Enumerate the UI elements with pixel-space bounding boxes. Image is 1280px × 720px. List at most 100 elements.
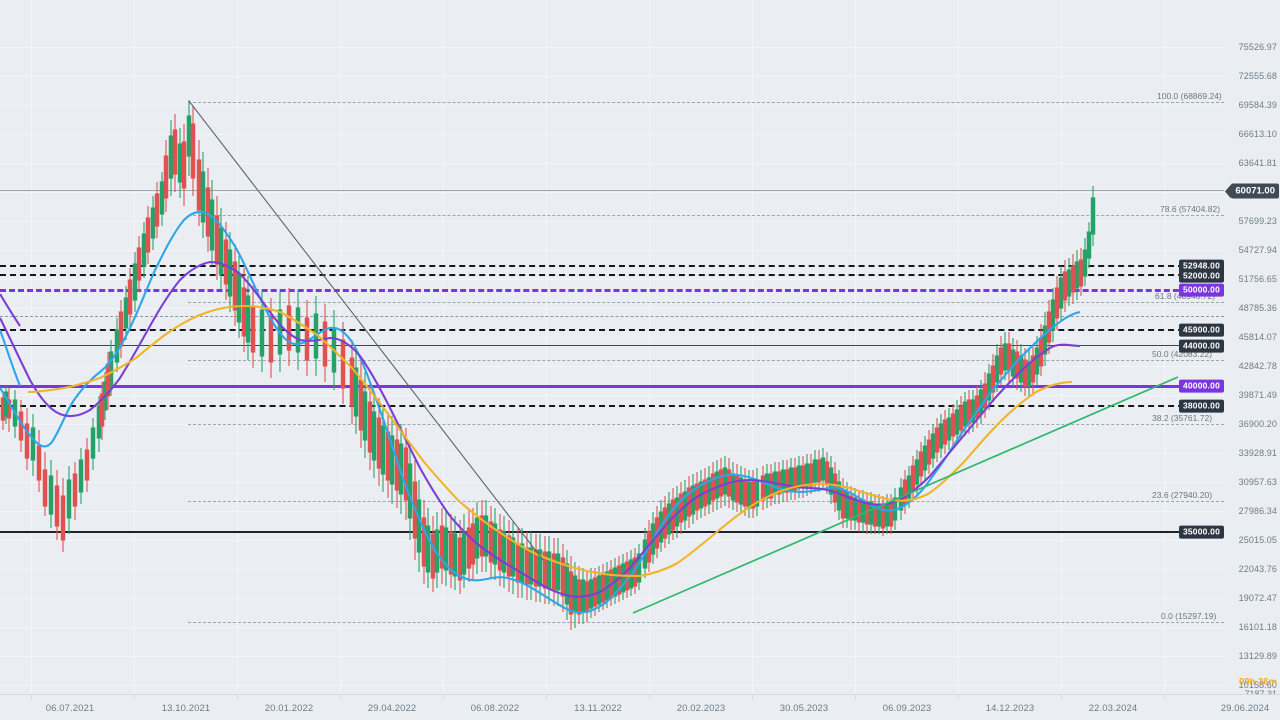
price-axis[interactable]: 75526.97 72555.68 69584.39 66613.10 6364… bbox=[1224, 0, 1280, 694]
gridline-h bbox=[0, 685, 1224, 686]
time-tick: 06.07.2021 bbox=[45, 703, 95, 714]
chart-plot-area[interactable]: 100.0 (68869.24) 78.6 (57404.82) 61.8 (4… bbox=[0, 0, 1224, 694]
gridline-h bbox=[0, 337, 1224, 338]
fib-level-label-500: 50.0 (42083.22) bbox=[1152, 349, 1213, 359]
gridline-v bbox=[340, 0, 341, 694]
price-tick: 57699.23 bbox=[1238, 216, 1277, 226]
gridline-h bbox=[0, 221, 1224, 222]
price-level-line-47000[interactable] bbox=[0, 316, 1224, 317]
price-tick: 36900.20 bbox=[1238, 419, 1277, 429]
gridline-h bbox=[0, 47, 1224, 48]
price-tick: 27986.34 bbox=[1238, 506, 1277, 516]
time-tick-mark bbox=[443, 695, 444, 699]
price-tag-44000[interactable]: 44000.00 bbox=[1178, 339, 1224, 353]
time-tick-mark bbox=[649, 695, 650, 699]
time-tick-mark bbox=[1061, 695, 1062, 699]
price-level-line-44000[interactable] bbox=[0, 345, 1224, 346]
fib-level-line-382[interactable] bbox=[188, 424, 1224, 425]
chart-series-layer bbox=[0, 100, 1179, 630]
gridline-v bbox=[134, 0, 135, 694]
price-level-line-current bbox=[0, 190, 1224, 191]
price-level-line-52948[interactable] bbox=[0, 265, 1224, 267]
gridline-v bbox=[237, 0, 238, 694]
candlestick-series bbox=[0, 100, 1096, 630]
time-tick: 06.09.2023 bbox=[882, 703, 932, 714]
ma-fast-line bbox=[0, 210, 1081, 614]
time-tick-mark bbox=[1164, 695, 1165, 699]
price-level-line-38000[interactable] bbox=[0, 405, 1224, 407]
gridline-h bbox=[0, 250, 1224, 251]
fib-level-label-786: 78.6 (57404.82) bbox=[1160, 204, 1221, 214]
price-tick: 22043.76 bbox=[1238, 564, 1277, 574]
gridline-h bbox=[0, 279, 1224, 280]
price-tag-52948[interactable]: 52948.00 bbox=[1178, 259, 1224, 273]
time-tick-mark bbox=[958, 695, 959, 699]
price-tick: 30957.63 bbox=[1238, 477, 1277, 487]
time-tick-mark bbox=[855, 695, 856, 699]
trendline-down bbox=[188, 100, 544, 561]
price-tick: 25015.05 bbox=[1238, 535, 1277, 545]
time-tick: 20.02.2023 bbox=[676, 703, 726, 714]
fib-level-line-618[interactable] bbox=[188, 302, 1224, 303]
time-tick: 13.10.2021 bbox=[161, 703, 211, 714]
time-tick: 29.04.2022 bbox=[367, 703, 417, 714]
time-axis[interactable]: 06.07.2021 13.10.2021 20.01.2022 29.04.2… bbox=[0, 694, 1280, 720]
gridline-v bbox=[31, 0, 32, 694]
time-tick: 06.08.2022 bbox=[470, 703, 520, 714]
time-tick-mark bbox=[237, 695, 238, 699]
price-level-line-50000[interactable] bbox=[0, 289, 1224, 292]
fib-level-label-382: 38.2 (35761.72) bbox=[1152, 413, 1213, 423]
gridline-v bbox=[443, 0, 444, 694]
price-tick: 39871.49 bbox=[1238, 390, 1277, 400]
fib-level-label-0: 0.0 (15297.19) bbox=[1161, 611, 1217, 621]
time-tick-mark bbox=[546, 695, 547, 699]
gridline-v bbox=[1061, 0, 1062, 694]
price-tick: 63641.81 bbox=[1238, 158, 1277, 168]
price-tag-52000[interactable]: 52000.00 bbox=[1178, 269, 1224, 283]
price-tag-50000[interactable]: 50000.00 bbox=[1178, 283, 1224, 297]
gridline-h bbox=[0, 192, 1224, 193]
fib-level-line-0[interactable] bbox=[188, 622, 1224, 623]
price-tick: 13129.89 bbox=[1238, 651, 1277, 661]
gridline-h bbox=[0, 308, 1224, 309]
price-tick: 48785.36 bbox=[1238, 303, 1277, 313]
candle-countdown-timer: 09h 36m bbox=[1239, 677, 1277, 688]
gridline-v bbox=[958, 0, 959, 694]
gridline-h bbox=[0, 105, 1224, 106]
gridline-h bbox=[0, 453, 1224, 454]
price-level-line-35000[interactable] bbox=[0, 531, 1224, 533]
price-tag-38000[interactable]: 38000.00 bbox=[1178, 399, 1224, 413]
time-tick: 30.05.2023 bbox=[779, 703, 829, 714]
fib-level-line-100[interactable] bbox=[188, 102, 1224, 103]
fib-level-line-786[interactable] bbox=[188, 215, 1224, 216]
gridline-v bbox=[752, 0, 753, 694]
gridline-v bbox=[649, 0, 650, 694]
price-tag-40000[interactable]: 40000.00 bbox=[1178, 379, 1224, 393]
time-tick-mark bbox=[340, 695, 341, 699]
ma-slow-line bbox=[27, 304, 1073, 578]
time-tick: 22.03.2024 bbox=[1088, 703, 1138, 714]
current-price-tag[interactable]: 60071.00 bbox=[1231, 183, 1279, 199]
fib-level-label-236: 23.6 (27940.20) bbox=[1152, 490, 1213, 500]
time-tick-mark bbox=[31, 695, 32, 699]
price-tick: 69584.39 bbox=[1238, 100, 1277, 110]
fib-level-line-500[interactable] bbox=[188, 360, 1224, 361]
time-tick: 20.01.2022 bbox=[264, 703, 314, 714]
price-tick: 19072.47 bbox=[1238, 593, 1277, 603]
gridline-v bbox=[855, 0, 856, 694]
price-tick: 75526.97 bbox=[1238, 42, 1277, 52]
price-level-line-40000[interactable] bbox=[0, 385, 1224, 388]
price-tick: 10158.60 bbox=[1238, 680, 1277, 690]
time-tick-mark bbox=[752, 695, 753, 699]
price-level-line-45900[interactable] bbox=[0, 329, 1224, 331]
ma-fast-line-left bbox=[0, 329, 21, 387]
gridline-h bbox=[0, 656, 1224, 657]
gridline-h bbox=[0, 163, 1224, 164]
price-tag-35000[interactable]: 35000.00 bbox=[1178, 525, 1224, 539]
trendline-up bbox=[632, 376, 1179, 614]
price-tag-45900[interactable]: 45900.00 bbox=[1178, 323, 1224, 337]
price-level-line-52000[interactable] bbox=[0, 274, 1224, 276]
time-tick-mark bbox=[134, 695, 135, 699]
time-tick: 13.11.2022 bbox=[574, 703, 622, 714]
